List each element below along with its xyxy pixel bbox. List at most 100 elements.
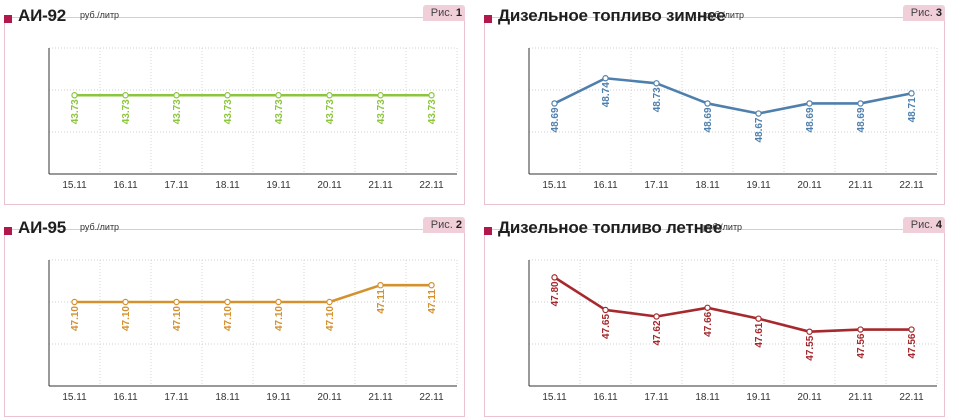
series-line xyxy=(553,276,912,333)
data-point xyxy=(275,92,282,99)
x-tick-label: 15.11 xyxy=(62,180,87,191)
data-point xyxy=(173,298,180,306)
data-point xyxy=(551,100,558,107)
chart-frame xyxy=(484,17,945,205)
x-tick-label: 19.11 xyxy=(746,180,771,191)
data-point xyxy=(653,313,660,320)
data-label: 48.69 xyxy=(856,107,867,132)
data-label: 48.69 xyxy=(550,107,561,132)
line-chart: 15.11 16.11 17.11 18.11 19.11 20.11 21.11 22.11… xyxy=(48,259,458,403)
chart-panel-1: АИ-92 руб./литр Рис. 1 15.11 16.11 17.11 18… xyxy=(4,2,467,205)
chart-header: АИ-92 руб./литр Рис. 1 xyxy=(4,2,467,32)
x-tick-label: 19.11 xyxy=(746,392,771,403)
data-label: 43.73 xyxy=(325,99,336,124)
x-tick-label: 22.11 xyxy=(419,180,444,191)
data-label: 48.74 xyxy=(601,82,612,107)
x-tick-label: 18.11 xyxy=(695,392,720,403)
data-label: 43.73 xyxy=(70,99,81,124)
line-chart: 15.11 16.11 17.11 18.11 19.11 20.11 21.11 22.11… xyxy=(528,47,938,191)
data-point xyxy=(71,298,78,306)
figure-badge: Рис. 4 xyxy=(903,217,945,233)
chart-frame xyxy=(4,17,465,205)
data-point xyxy=(326,298,333,306)
chart-title: Дизельное топливо зимнее xyxy=(498,6,726,25)
chart-header: Дизельное топливо летнее руб./литр Рис. … xyxy=(484,214,947,244)
figure-label: Рис. xyxy=(430,7,453,19)
data-point xyxy=(173,92,180,99)
x-tick-label: 16.11 xyxy=(113,392,138,403)
data-label: 47.55 xyxy=(805,335,816,360)
figure-badge: Рис. 2 xyxy=(423,217,465,233)
x-tick-label: 20.11 xyxy=(317,180,342,191)
title-marker-icon xyxy=(484,227,492,235)
chart-panel-3: Дизельное топливо зимнее руб./литр Рис. … xyxy=(484,2,947,205)
data-point xyxy=(275,298,282,306)
data-label: 47.62 xyxy=(652,320,663,345)
data-label: 47.11 xyxy=(376,289,387,314)
data-point xyxy=(71,92,78,99)
figure-label: Рис. xyxy=(910,7,933,19)
x-tick-label: 15.11 xyxy=(542,180,567,191)
x-tick-label: 22.11 xyxy=(899,392,924,403)
x-tick-label: 20.11 xyxy=(317,392,342,403)
data-point xyxy=(806,328,813,335)
data-label: 48.69 xyxy=(805,107,816,132)
data-label: 47.56 xyxy=(856,333,867,358)
x-tick-label: 20.11 xyxy=(797,392,822,403)
data-label: 47.10 xyxy=(121,306,132,331)
data-point xyxy=(755,315,762,322)
chart-title: Дизельное топливо летнее xyxy=(498,218,723,237)
data-point xyxy=(908,90,915,97)
data-label: 48.67 xyxy=(754,117,765,142)
data-point xyxy=(377,92,384,99)
x-tick-label: 21.11 xyxy=(368,392,393,403)
data-label: 43.73 xyxy=(223,99,234,124)
figure-number: 3 xyxy=(935,7,942,19)
data-point xyxy=(704,100,711,107)
data-point xyxy=(704,304,711,311)
data-point xyxy=(326,92,333,99)
data-point xyxy=(755,110,762,117)
title-marker-icon xyxy=(4,227,12,235)
chart-panel-2: АИ-95 руб./литр Рис. 2 15.11 16.11 17.11 18… xyxy=(4,214,467,417)
series-line xyxy=(74,283,432,304)
data-point xyxy=(428,281,435,289)
x-tick-label: 22.11 xyxy=(899,180,924,191)
data-point xyxy=(377,281,384,289)
x-tick-label: 18.11 xyxy=(695,180,720,191)
x-tick-label: 16.11 xyxy=(593,180,618,191)
series-line xyxy=(553,76,912,115)
data-label: 47.10 xyxy=(70,306,81,331)
chart-unit: руб./литр xyxy=(80,10,120,20)
x-tick-label: 18.11 xyxy=(215,392,240,403)
data-label: 47.56 xyxy=(907,333,918,358)
chart-title: АИ-92 xyxy=(18,6,67,25)
x-tick-label: 20.11 xyxy=(797,180,822,191)
x-tick-label: 17.11 xyxy=(164,392,189,403)
data-label: 47.66 xyxy=(703,311,714,336)
figure-badge: Рис. 3 xyxy=(903,5,945,21)
x-tick-label: 21.11 xyxy=(368,180,393,191)
chart-unit: руб./литр xyxy=(703,222,743,232)
data-point xyxy=(806,100,813,107)
chart-unit: руб./литр xyxy=(705,10,745,20)
data-label: 47.11 xyxy=(427,289,438,314)
figure-badge: Рис. 1 xyxy=(423,5,465,21)
figure-label: Рис. xyxy=(910,219,933,231)
line-chart: 15.11 16.11 17.11 18.11 19.11 20.11 21.11 22.11… xyxy=(48,47,458,191)
chart-header: Дизельное топливо зимнее руб./литр Рис. … xyxy=(484,2,947,32)
data-label: 47.10 xyxy=(172,306,183,331)
data-point xyxy=(602,306,609,314)
x-tick-label: 17.11 xyxy=(164,180,189,191)
figure-label: Рис. xyxy=(430,219,453,231)
chart-title: АИ-95 xyxy=(18,218,67,237)
data-point xyxy=(551,274,558,281)
figure-number: 1 xyxy=(455,7,462,19)
figure-number: 4 xyxy=(935,219,942,231)
data-point xyxy=(857,100,864,107)
data-point xyxy=(653,80,660,87)
data-point xyxy=(224,92,231,99)
data-label: 43.73 xyxy=(427,99,438,124)
data-point xyxy=(224,298,231,306)
chart-panel-4: Дизельное топливо летнее руб./литр Рис. … xyxy=(484,214,947,417)
